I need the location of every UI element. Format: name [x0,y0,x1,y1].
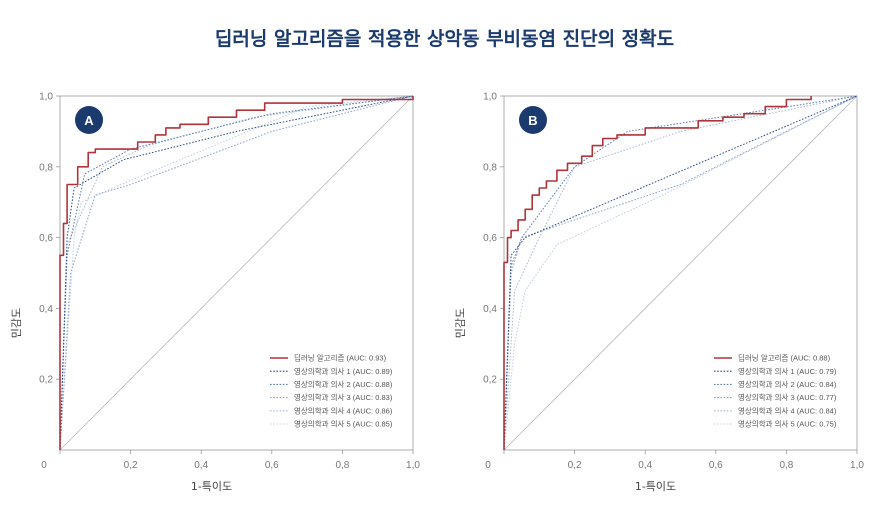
roc-curve-algorithm [59,96,414,450]
y-tick-label: 1,0 [39,92,53,103]
y-axis-label: 민감도 [10,308,23,338]
x-tick-label: 0,2 [124,460,138,471]
roc-chart-b: 0 0,2 0,4 0,6 0,8 1,0 0,2 0,4 0,6 0,8 1,0 1-특이도 민감도딥… [454,92,864,494]
y-tick-label: 1,0 [483,92,497,103]
roc-chart-a: 0 0,2 0,4 0,6 0,8 1,0 0,2 0,4 0,6 0,8 1,0 1-특이도 민감도딥… [10,92,420,494]
x-tick-label: 1,0 [406,460,420,471]
page-title: 딥러닝 알고리즘을 적용한 상악동 부비동염 진단의 정확도 [214,28,675,50]
y-tick-label: 0,2 [39,375,53,386]
roc-curve-reader-2 [59,95,414,451]
reference-diagonal [59,95,414,451]
x-tick-label: 0,6 [709,460,723,471]
roc-curve-reader-5 [59,95,414,451]
y-tick-label: 0,8 [39,162,53,173]
legend-label: 영상의학과 의사 1 (AUC: 0.89) [294,366,393,376]
legend-label: 딥러닝 알고리즘 (AUC: 0.88) [738,353,831,363]
legend-label: 영상의학과 의사 2 (AUC: 0.84) [738,379,837,389]
legend-label: 딥러닝 알고리즘 (AUC: 0.93) [294,353,387,363]
x-tick-label: 0,4 [194,460,208,471]
x-tick-label: 0,6 [265,460,279,471]
y-tick-label: 0,6 [39,233,53,244]
legend-label: 영상의학과 의사 3 (AUC: 0.83) [294,392,393,402]
x-tick-label: 0 [41,460,47,471]
legend-label: 영상의학과 의사 2 (AUC: 0.88) [294,379,393,389]
roc-curve-reader-4 [503,95,858,451]
y-tick-label: 0,4 [483,304,497,315]
x-tick-label: 1,0 [850,460,864,471]
panel-badge-label: B [528,113,537,128]
legend-label: 영상의학과 의사 1 (AUC: 0.79) [738,366,837,376]
legend-label: 영상의학과 의사 4 (AUC: 0.84) [738,405,837,415]
y-tick-label: 0,2 [483,375,497,386]
x-axis-label: 1-특이도 [635,480,676,493]
roc-curve-algorithm [503,96,812,450]
y-tick-label: 0,6 [483,233,497,244]
roc-curve-reader-5 [503,95,858,451]
panel-badge [75,106,103,134]
y-tick-label: 0,8 [483,162,497,173]
x-tick-label: 0,4 [638,460,652,471]
x-tick-label: 0,2 [568,460,582,471]
y-axis-label: 민감도 [454,308,467,338]
roc-curve-reader-3 [59,95,414,451]
x-tick-label: 0,8 [779,460,793,471]
panel-badge-label: A [84,113,94,128]
legend-label: 영상의학과 의사 5 (AUC: 0.85) [294,419,393,429]
panel-badge [519,106,547,134]
legend-label: 영상의학과 의사 3 (AUC: 0.77) [738,392,837,402]
legend-label: 영상의학과 의사 5 (AUC: 0.75) [738,419,837,429]
legend-label: 영상의학과 의사 4 (AUC: 0.86) [294,405,393,415]
x-tick-label: 0 [485,460,491,471]
reference-diagonal [503,95,858,451]
y-tick-label: 0,4 [39,304,53,315]
x-axis-label: 1-특이도 [191,480,232,493]
x-tick-label: 0,8 [335,460,349,471]
roc-curve-reader-1 [59,95,414,451]
